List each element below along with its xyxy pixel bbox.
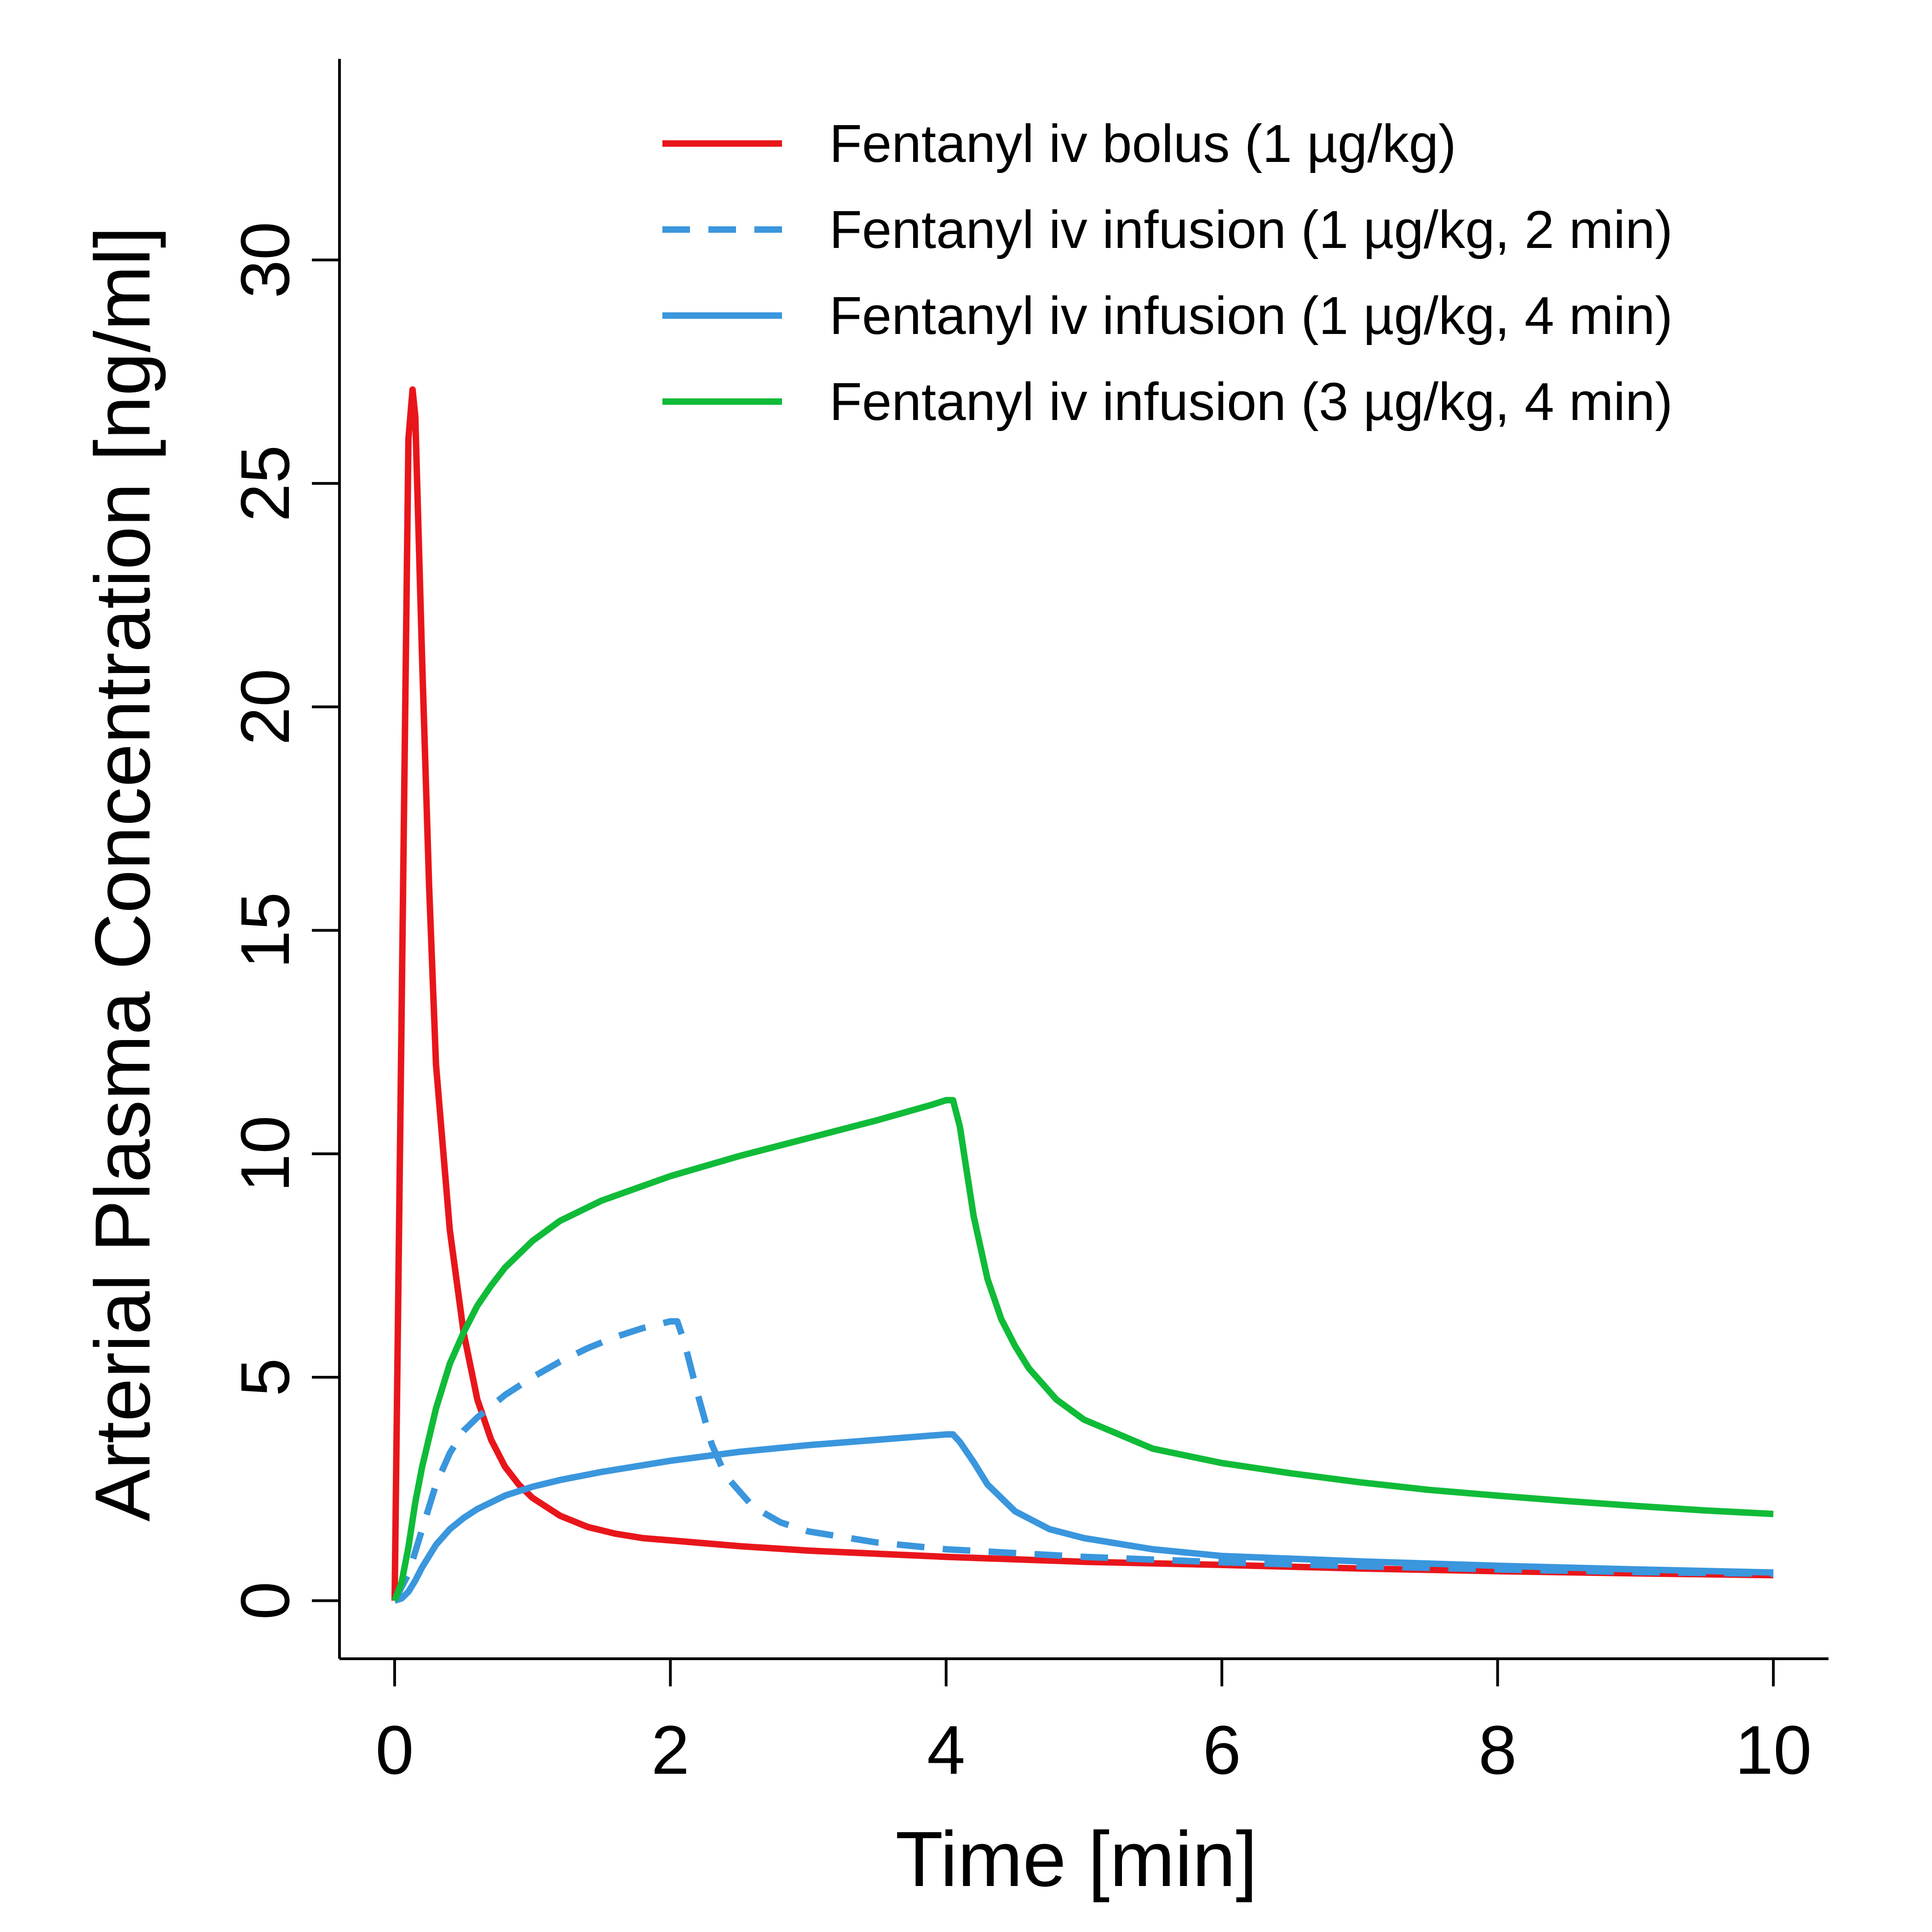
y-tick-label: 5 (226, 1358, 304, 1396)
y-tick-label: 30 (226, 222, 304, 299)
y-axis-ticks: 0 5 10 15 20 25 30 (226, 222, 339, 1620)
series-line-3 (393, 1431, 1774, 1604)
y-tick-label: 10 (226, 1116, 304, 1192)
x-tick-label: 4 (927, 1711, 965, 1788)
x-tick-label: 6 (1203, 1711, 1241, 1788)
plot-area: 0 2 4 6 8 10 0 5 10 15 20 25 30 (226, 59, 1828, 1788)
series-line-4 (391, 1097, 1774, 1602)
series-lines (391, 386, 1774, 1604)
legend-label-3: Fentanyl iv infusion (1 µg/kg, 4 min) (829, 286, 1673, 345)
legend-label-4: Fentanyl iv infusion (3 µg/kg, 4 min) (829, 372, 1673, 431)
x-tick-label: 8 (1478, 1711, 1517, 1788)
x-tick-label: 10 (1735, 1711, 1812, 1788)
y-tick-label: 20 (226, 668, 304, 745)
legend-label-1: Fentanyl iv bolus (1 µg/kg) (829, 114, 1456, 173)
series-line-2 (391, 1318, 1774, 1602)
y-tick-label: 0 (226, 1581, 304, 1620)
legend: Fentanyl iv bolus (1 µg/kg) Fentanyl iv i… (662, 114, 1673, 431)
x-tick-label: 0 (375, 1711, 414, 1788)
y-axis-title: Arterial Plasma Concentration [ng/ml] (79, 226, 167, 1522)
x-tick-label: 2 (651, 1711, 690, 1788)
series-line-1 (391, 386, 1774, 1601)
y-tick-label: 15 (226, 892, 304, 969)
x-axis-title: Time [min] (895, 1816, 1257, 1903)
y-tick-label: 25 (226, 445, 304, 522)
x-axis-ticks: 0 2 4 6 8 10 (375, 1659, 1812, 1788)
legend-label-2: Fentanyl iv infusion (1 µg/kg, 2 min) (829, 200, 1673, 259)
